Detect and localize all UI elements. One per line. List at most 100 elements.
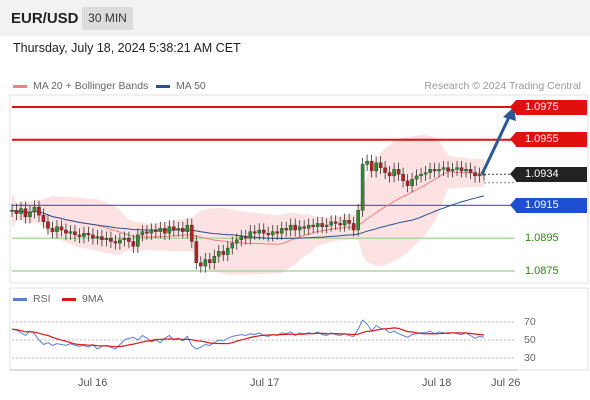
forecast-arrow-icon [480,114,512,175]
candle [113,241,118,244]
candle [167,226,172,234]
legend-ma50: MA 50 [156,80,206,92]
candle [104,237,109,241]
candle [46,221,50,229]
candle [194,241,199,263]
price-level-label: 1.0975 [510,99,587,115]
candle [185,224,190,232]
candle [221,251,226,255]
candle [140,231,145,236]
candle [216,251,221,257]
candle [95,236,100,239]
candle [392,169,396,177]
candle [459,167,464,172]
candle [127,237,131,242]
candle [455,167,459,170]
timeframe-button[interactable]: 30 MIN [82,7,133,30]
candle [248,231,253,239]
rsi-tick-30: 30 [524,352,536,364]
candle [181,228,185,232]
candle [136,234,140,247]
candle [401,174,405,182]
candle [86,233,91,236]
candle [198,262,203,267]
candle [230,242,235,249]
candle [423,172,428,175]
candle [383,167,387,173]
candle [41,215,46,223]
candle [468,169,473,173]
ma50-line [11,195,485,239]
candle [19,208,23,214]
candle [14,210,19,214]
candle [378,162,383,168]
candle [320,223,324,227]
candle [77,234,82,237]
candle [239,236,244,241]
candle [387,172,392,177]
candle [234,239,239,244]
candle [203,259,208,267]
price-level-label: 1.0934 [510,166,587,182]
candle [131,241,136,247]
candle [59,226,64,231]
candle [437,169,441,172]
candle [176,228,181,231]
candle [450,169,455,172]
ma9-legend-item: 9MA [62,293,104,305]
candle [347,219,351,224]
candle [73,231,77,236]
candle [64,229,68,234]
candle [477,174,482,177]
candle [190,224,194,242]
candle [212,256,217,263]
candle [55,226,59,232]
rsi-ma-line [11,327,485,348]
candle [414,175,419,180]
candle [396,169,401,175]
candle [374,162,378,172]
candle [446,167,450,172]
symbol-title: EUR/USD [11,10,79,27]
candle [441,167,446,170]
x-tick-label: Jul 17 [250,377,280,389]
candle [145,231,149,234]
candle [329,221,333,226]
candle [158,228,163,232]
candle [172,226,176,231]
x-tick-label: Jul 26 [491,377,521,389]
candle [302,226,306,229]
price-level-label: 1.0875 [525,264,559,277]
candle [91,234,95,239]
rsi-swatch-icon [13,297,27,301]
candle [338,223,342,226]
candle [270,231,275,236]
price-level-label: 1.0955 [510,132,587,148]
candle [275,231,280,234]
ma9-swatch-icon [62,297,76,301]
legend-ma20: MA 20 + Bollinger Bands [13,80,148,92]
candle [261,229,266,234]
rsi-tick-70: 70 [524,316,536,328]
ma50-label: MA 50 [176,80,206,92]
candle [279,228,284,234]
candle [266,233,271,236]
ma20-swatch-icon [13,84,27,88]
candle [419,174,423,177]
candle [32,206,37,213]
candle [432,169,437,172]
ma20-label: MA 20 + Bollinger Bands [33,80,149,92]
ma50-swatch-icon [156,84,170,88]
candle [109,237,113,242]
candle [428,169,432,173]
candle [50,228,55,232]
candle [311,224,315,227]
candle [293,224,298,231]
candle [356,210,360,231]
candle [122,237,127,241]
rsi-tick-50: 50 [524,334,536,346]
candle [324,224,329,227]
rsi-legend-item: RSI [13,293,51,305]
